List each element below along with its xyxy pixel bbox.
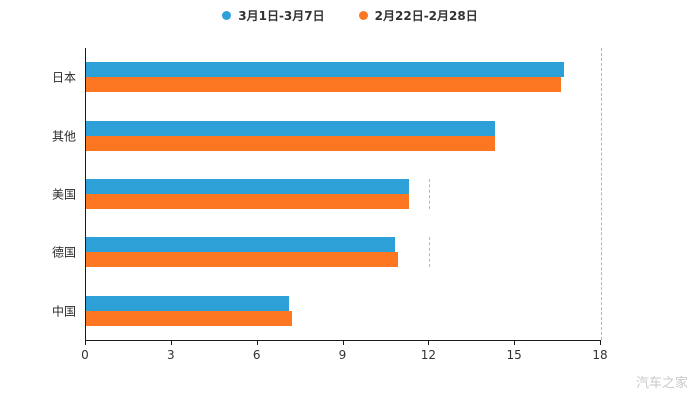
legend-item-series2[interactable]: 2月22日-2月28日 <box>358 7 478 24</box>
chart-legend: 3月1日-3月7日 2月22日-2月28日 <box>0 7 700 24</box>
x-axis-tick <box>428 340 430 345</box>
x-axis-label: 6 <box>252 348 261 362</box>
legend-label-series2: 2月22日-2月28日 <box>374 9 478 23</box>
bar-series1[interactable] <box>86 295 290 311</box>
dashed-gridline-fragment <box>429 237 431 268</box>
bar-series2[interactable] <box>86 135 496 151</box>
tick-layer <box>85 340 601 346</box>
bar-series1[interactable] <box>86 120 496 136</box>
x-axis-tick <box>514 340 516 345</box>
legend-label-series1: 3月1日-3月7日 <box>238 9 325 23</box>
x-axis-tick <box>170 340 172 345</box>
dashed-gridline-fragment <box>429 179 431 209</box>
x-axis-tick <box>600 340 601 345</box>
bar-series2[interactable] <box>86 193 410 209</box>
x-axis-tick <box>342 340 344 345</box>
chart-row: 其他 <box>52 106 601 164</box>
x-axis-tick <box>256 340 258 345</box>
x-axis-label: 12 <box>420 348 436 362</box>
y-axis-label: 日本 <box>51 70 76 85</box>
y-axis-label: 中国 <box>51 304 76 319</box>
dashed-gridline <box>601 48 602 340</box>
x-axis-tick <box>85 340 86 345</box>
x-axis-label: 18 <box>592 348 608 362</box>
bar-series2[interactable] <box>86 310 292 326</box>
x-axis-label: 9 <box>338 348 347 362</box>
bar-series1[interactable] <box>86 237 395 253</box>
watermark-text: 汽车之家 <box>635 376 688 391</box>
legend-dot-orange-icon <box>358 11 368 20</box>
chart-row: 美国 <box>52 165 601 223</box>
bar-series2[interactable] <box>86 77 561 93</box>
chart-row: 中国 <box>52 282 601 340</box>
chart-row: 日本 <box>52 48 601 106</box>
chart-row: 德国 <box>52 223 601 281</box>
x-axis-label: 3 <box>167 348 175 362</box>
x-axis: 0 3 6 9 12 15 18 <box>81 348 607 366</box>
x-axis-label: 0 <box>81 348 89 362</box>
bar-series1[interactable] <box>86 62 564 78</box>
plot-area: 日本其他美国德国中国 <box>52 48 602 341</box>
bar-series1[interactable] <box>86 178 410 194</box>
legend-dot-blue-icon <box>222 11 232 20</box>
x-axis-label: 15 <box>506 348 522 362</box>
y-axis-label: 其他 <box>51 129 76 144</box>
legend-item-series1[interactable]: 3月1日-3月7日 <box>222 7 325 24</box>
bar-series2[interactable] <box>86 252 398 268</box>
y-axis-label: 美国 <box>51 187 76 202</box>
y-axis-label: 德国 <box>51 245 76 260</box>
